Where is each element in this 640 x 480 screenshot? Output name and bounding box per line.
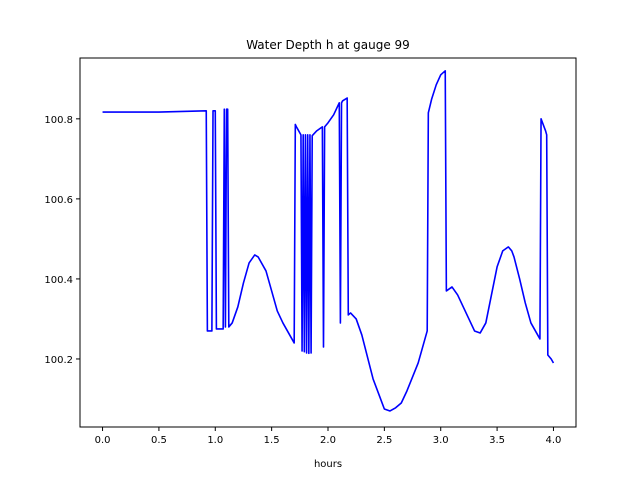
plot-area: [102, 70, 555, 412]
y-tick-label: 100.4: [44, 275, 73, 286]
y-tick-label: 100.2: [44, 355, 73, 366]
y-tick-label: 100.6: [44, 195, 73, 206]
y-tick-label: 100.8: [44, 115, 73, 126]
chart-title: Water Depth h at gauge 99: [246, 38, 410, 52]
x-tick-label: 0.0: [95, 435, 111, 446]
x-tick-label: 3.0: [433, 435, 449, 446]
x-tick-label: 0.5: [151, 435, 167, 446]
series-line-0: [102, 70, 555, 412]
x-axis-label: hours: [314, 459, 342, 470]
x-tick-label: 1.5: [264, 435, 280, 446]
x-axis-ticks: 0.0 0.5 1.0 1.5 2.0 2.5 3.0 3.5 4.0: [95, 427, 562, 446]
x-tick-label: 1.0: [207, 435, 223, 446]
x-tick-label: 2.0: [320, 435, 336, 446]
x-tick-label: 4.0: [546, 435, 562, 446]
x-tick-label: 3.5: [489, 435, 505, 446]
y-axis-ticks: 100.2 100.4 100.6 100.8: [44, 115, 80, 366]
x-tick-label: 2.5: [376, 435, 392, 446]
axes-frame: [79, 57, 577, 428]
